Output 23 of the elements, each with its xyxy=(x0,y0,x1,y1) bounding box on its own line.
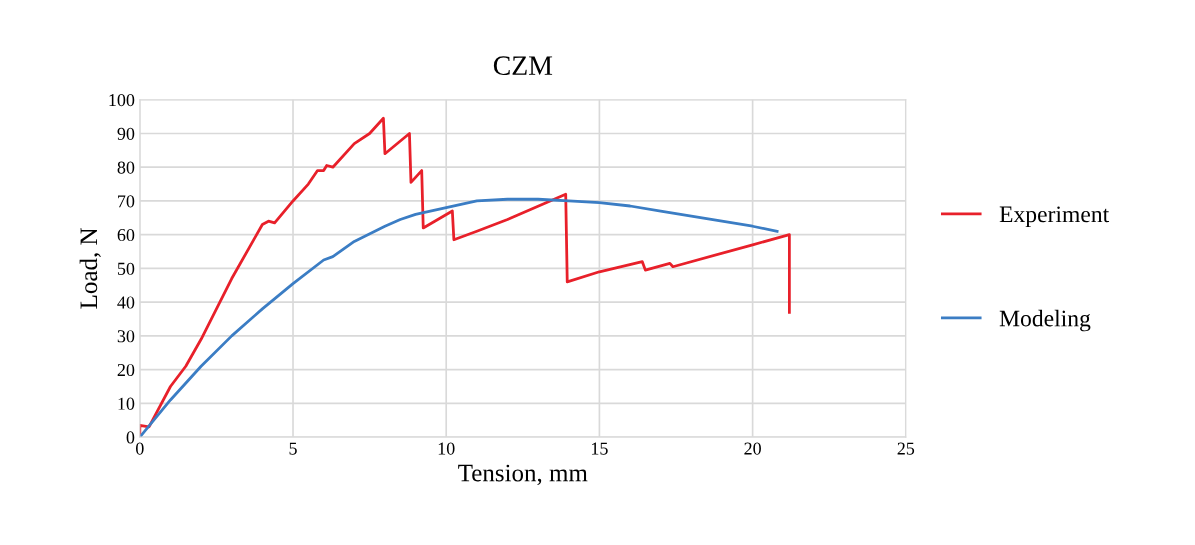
x-tick-label: 0 xyxy=(135,442,144,455)
y-tick-label: 70 xyxy=(118,195,135,208)
y-tick-label: 30 xyxy=(117,330,135,343)
legend-label: Modeling xyxy=(999,309,1091,332)
y-tick-label: 90 xyxy=(117,127,135,140)
x-axis-title: Tension, mm xyxy=(458,464,588,486)
y-tick-label: 20 xyxy=(117,363,135,377)
x-tick-label: 25 xyxy=(897,442,915,455)
y-tick-label: 50 xyxy=(117,262,135,275)
y-tick-label: 10 xyxy=(118,397,135,410)
y-tick-label: 40 xyxy=(117,296,135,309)
x-tick-label: 5 xyxy=(289,442,297,455)
y-tick-label: 80 xyxy=(117,161,135,174)
x-tick-label: 15 xyxy=(591,442,608,455)
line-series xyxy=(139,197,779,438)
x-tick-label: 20 xyxy=(744,442,761,455)
legend-label: Experiment xyxy=(999,206,1110,228)
y-tick-label: 0 xyxy=(126,431,135,444)
y-axis-title: Load, N xyxy=(79,228,101,309)
x-tick-label: 10 xyxy=(438,442,455,455)
y-tick-label: 100 xyxy=(109,93,135,107)
chart-title: CZM xyxy=(493,56,553,76)
y-tick-label: 60 xyxy=(117,228,135,242)
